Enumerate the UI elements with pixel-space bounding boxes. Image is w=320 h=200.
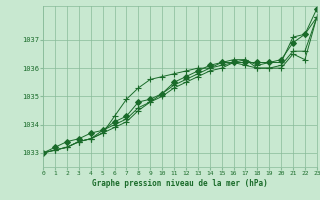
X-axis label: Graphe pression niveau de la mer (hPa): Graphe pression niveau de la mer (hPa) [92,179,268,188]
